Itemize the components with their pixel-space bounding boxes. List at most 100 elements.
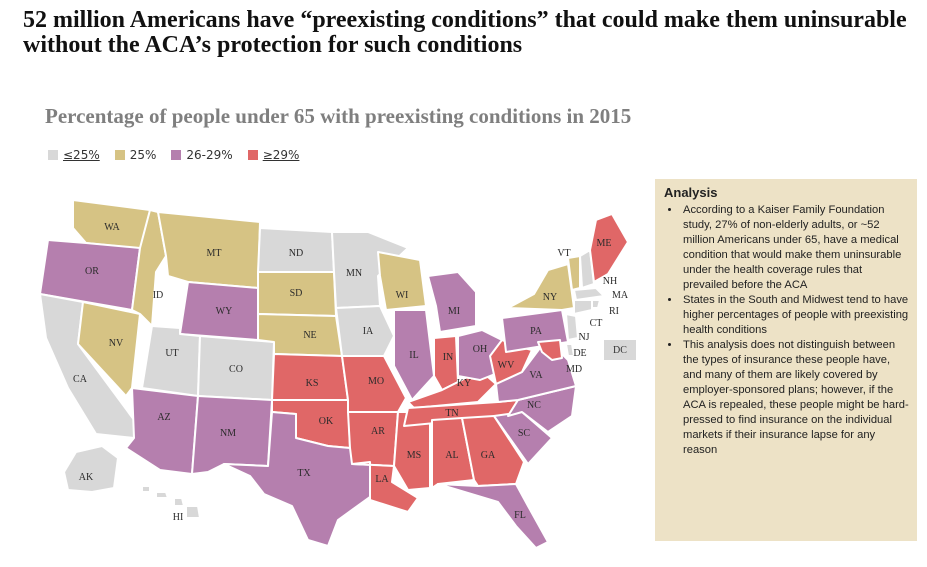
analysis-bullet: This analysis does not distinguish betwe… [681, 338, 909, 458]
state-ar[interactable] [347, 411, 399, 467]
state-label-oh: OH [473, 344, 487, 355]
legend-swatch-low [48, 150, 58, 160]
state-ct[interactable] [573, 299, 593, 315]
state-label-de: DE [573, 348, 586, 359]
state-label-ia: IA [363, 326, 374, 337]
analysis-bullets: According to a Kaiser Family Foundation … [664, 203, 909, 458]
state-mi[interactable] [427, 271, 477, 333]
state-de[interactable] [565, 343, 575, 357]
state-label-ut: UT [165, 348, 178, 359]
state-me[interactable] [589, 213, 629, 283]
state-shapes [39, 199, 629, 549]
state-in[interactable] [433, 335, 459, 391]
dc-label: DC [613, 344, 627, 356]
state-label-md: MD [566, 364, 582, 375]
state-label-ks: KS [306, 378, 319, 389]
us-choropleth-map: WA OR CA NV ID MT WY UT CO AZ NM ND SD N… [39, 199, 629, 549]
legend-swatch-mid [114, 150, 125, 160]
state-label-me: ME [597, 238, 612, 249]
state-az[interactable] [125, 387, 199, 475]
state-label-co: CO [229, 364, 243, 375]
state-label-ms: MS [407, 450, 421, 461]
map-subtitle: Percentage of people under 65 with preex… [45, 104, 632, 128]
state-label-vt: VT [557, 248, 570, 259]
state-label-tx: TX [297, 468, 311, 479]
state-label-wa: WA [104, 222, 120, 233]
state-label-mt: MT [207, 248, 222, 259]
state-label-ar: AR [371, 426, 385, 437]
legend-swatch-high [171, 150, 182, 160]
state-label-sc: SC [518, 428, 531, 439]
state-label-hi: HI [173, 512, 184, 523]
legend-swatch-top [247, 150, 258, 160]
state-label-fl: FL [514, 510, 526, 521]
analysis-bullet: According to a Kaiser Family Foundation … [681, 203, 909, 293]
state-ia[interactable] [335, 305, 395, 357]
state-label-in: IN [443, 352, 454, 363]
state-label-tn: TN [445, 408, 458, 419]
state-label-mn: MN [346, 268, 362, 279]
state-label-ak: AK [79, 472, 94, 483]
legend-label-high: 26-29% [186, 148, 233, 162]
state-label-mi: MI [448, 306, 460, 317]
state-label-nv: NV [109, 338, 124, 349]
state-label-va: VA [529, 370, 543, 381]
state-label-wv: WV [498, 360, 515, 371]
state-ks[interactable] [271, 353, 349, 401]
state-ut[interactable] [141, 325, 201, 397]
analysis-title: Analysis [664, 185, 718, 200]
state-nj[interactable] [565, 313, 579, 341]
legend-item-mid: 25% [114, 148, 157, 162]
state-label-sd: SD [290, 288, 303, 299]
state-la[interactable] [351, 461, 419, 513]
state-label-wi: WI [396, 290, 409, 301]
state-ri[interactable] [591, 299, 601, 309]
legend-item-top: ≥29% [247, 148, 300, 162]
state-labels: WA OR CA NV ID MT WY UT CO AZ NM ND SD N… [73, 222, 629, 523]
state-label-az: AZ [157, 412, 170, 423]
state-label-nd: ND [289, 248, 303, 259]
legend-label-mid: 25% [129, 148, 157, 162]
state-md[interactable] [537, 339, 563, 361]
state-label-nj: NJ [578, 332, 589, 343]
state-wi[interactable] [377, 251, 427, 311]
state-label-nm: NM [220, 428, 236, 439]
state-label-ma: MA [612, 290, 629, 301]
state-vt[interactable] [567, 255, 581, 291]
state-label-al: AL [445, 450, 458, 461]
legend-label-low: ≤25% [63, 148, 100, 162]
state-label-la: LA [375, 474, 389, 485]
dc-label-box[interactable]: DC [604, 340, 636, 360]
state-label-mo: MO [368, 376, 384, 387]
state-label-ok: OK [319, 416, 334, 427]
legend-item-high: 26-29% [171, 148, 233, 162]
state-label-il: IL [409, 350, 418, 361]
state-label-ga: GA [481, 450, 496, 461]
state-label-nh: NH [603, 276, 617, 287]
state-label-wy: WY [216, 306, 233, 317]
state-wv[interactable] [489, 339, 533, 385]
state-al[interactable] [431, 417, 475, 489]
state-fl[interactable] [437, 483, 549, 549]
state-tx[interactable] [223, 411, 375, 547]
state-nv[interactable] [77, 301, 141, 397]
state-label-ny: NY [543, 292, 557, 303]
state-label-nc: NC [527, 400, 541, 411]
analysis-bullet: States in the South and Midwest tend to … [681, 293, 909, 338]
state-label-pa: PA [530, 326, 543, 337]
state-label-ky: KY [457, 378, 471, 389]
analysis-panel: Analysis According to a Kaiser Family Fo… [655, 179, 917, 541]
state-label-id: ID [153, 290, 164, 301]
state-label-ca: CA [73, 374, 88, 385]
state-ak[interactable] [63, 445, 119, 493]
state-label-or: OR [85, 266, 99, 277]
state-ny[interactable] [507, 263, 575, 311]
state-hi[interactable] [141, 485, 201, 519]
state-label-ne: NE [303, 330, 316, 341]
legend-label-top: ≥29% [262, 148, 300, 162]
map-legend: ≤25% 25% 26-29% ≥29% [48, 147, 314, 163]
state-ma[interactable] [573, 287, 605, 301]
state-mn[interactable] [331, 231, 409, 309]
state-il[interactable] [393, 309, 435, 401]
legend-item-low: ≤25% [48, 148, 100, 162]
